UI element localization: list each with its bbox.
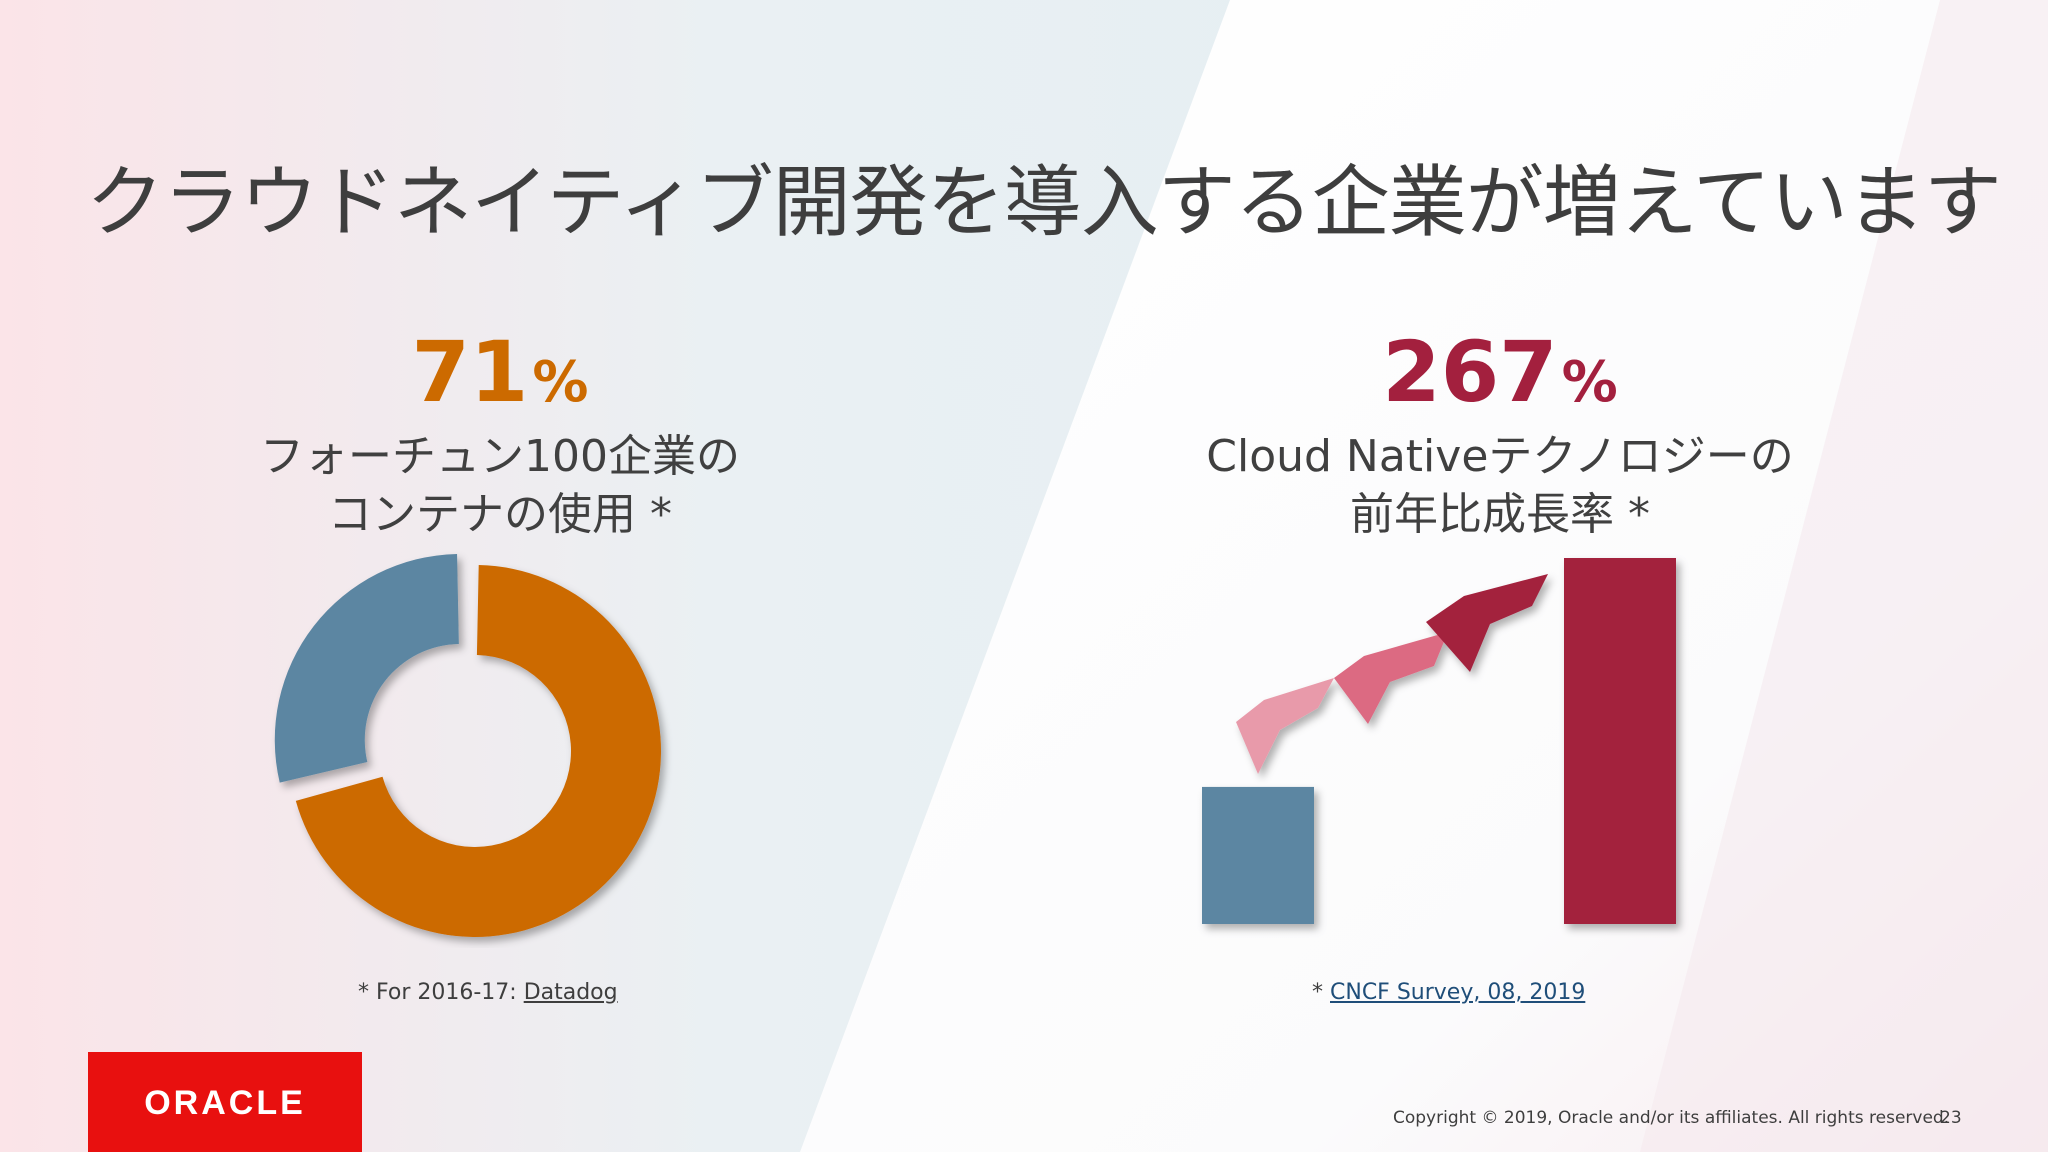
right-note-prefix: * bbox=[1312, 980, 1330, 1005]
left-stat: 71% bbox=[350, 330, 650, 414]
right-source-note: * CNCF Survey, 08, 2019 bbox=[1312, 980, 1585, 1005]
slide-title: クラウドネイティブ開発を導入する企業が増えています bbox=[86, 158, 2002, 248]
right-stat-value: 267 bbox=[1382, 323, 1558, 421]
left-source-note: * For 2016-17: Datadog bbox=[358, 980, 618, 1005]
right-caption-line1: Cloud Nativeテクノロジーの bbox=[1206, 431, 1794, 482]
left-caption-line1: フォーチュン100企業の bbox=[260, 431, 740, 482]
right-stat-unit: % bbox=[1561, 350, 1618, 415]
cncf-survey-link[interactable]: CNCF Survey, 08, 2019 bbox=[1330, 980, 1586, 1005]
donut-chart bbox=[274, 554, 661, 937]
page-number: 23 bbox=[1940, 1108, 1962, 1128]
datadog-link[interactable]: Datadog bbox=[523, 980, 618, 1005]
right-caption-line2: 前年比成長率 * bbox=[1350, 489, 1650, 540]
bar-baseline bbox=[1202, 786, 1314, 924]
donut-slice-remainder bbox=[274, 554, 459, 783]
left-stat-unit: % bbox=[532, 350, 589, 415]
right-caption: Cloud Nativeテクノロジーの 前年比成長率 * bbox=[1150, 428, 1850, 544]
donut-slice-primary bbox=[295, 565, 661, 937]
right-stat: 267% bbox=[1350, 330, 1650, 414]
growth-bar-chart bbox=[1202, 558, 1676, 924]
left-caption-line2: コンテナの使用 * bbox=[328, 489, 672, 540]
oracle-logo: ORACLE bbox=[88, 1052, 362, 1152]
growth-arrow-1 bbox=[1236, 678, 1334, 774]
growth-arrow-3 bbox=[1426, 574, 1548, 672]
bar-growth bbox=[1564, 558, 1676, 924]
oracle-logo-text: ORACLE bbox=[144, 1084, 306, 1122]
copyright-notice: Copyright © 2019, Oracle and/or its affi… bbox=[1393, 1108, 1950, 1128]
growth-arrow-2 bbox=[1334, 632, 1448, 724]
left-note-prefix: * For 2016-17: bbox=[358, 980, 524, 1005]
left-caption: フォーチュン100企業の コンテナの使用 * bbox=[200, 428, 800, 544]
left-stat-value: 71 bbox=[411, 323, 529, 421]
